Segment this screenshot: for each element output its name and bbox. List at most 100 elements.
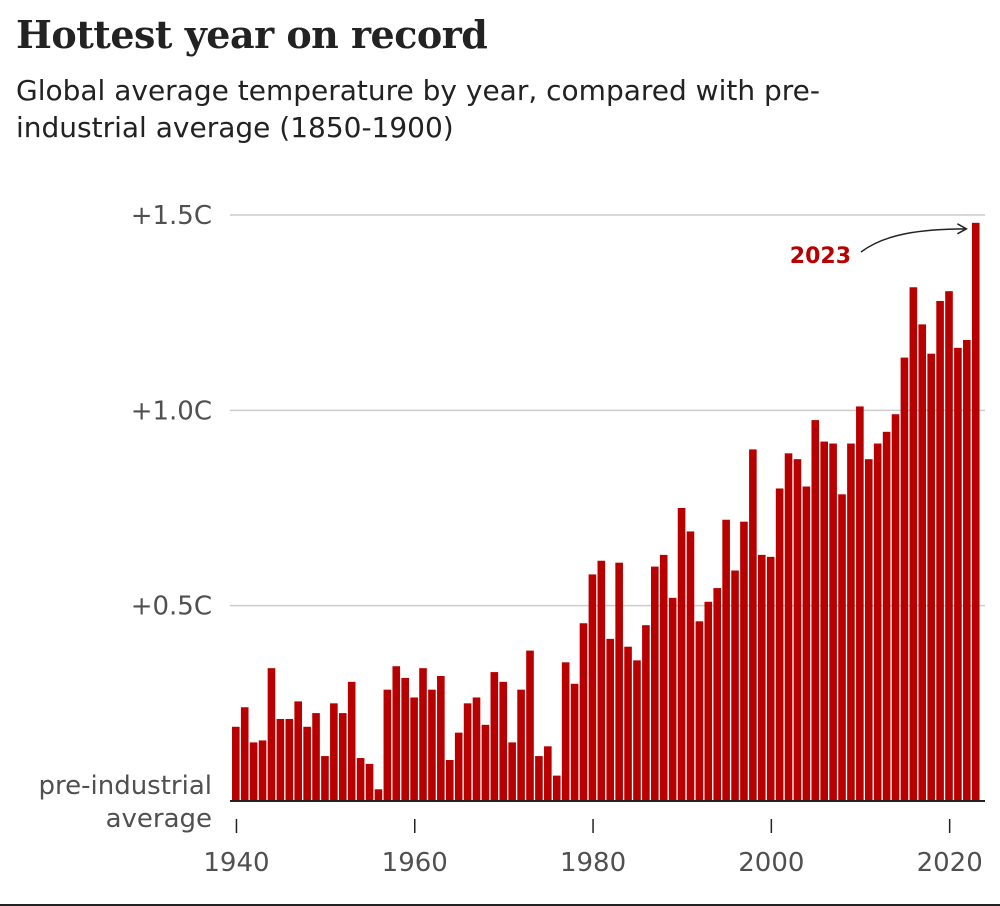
x-tick-label: 2020 <box>917 848 983 878</box>
annotation-label: 2023 <box>790 244 851 269</box>
bar <box>588 574 597 801</box>
bar <box>731 570 739 801</box>
baseline-label-line: pre-industrial <box>39 771 213 801</box>
bar <box>294 701 303 801</box>
axes <box>230 800 985 833</box>
bar <box>642 625 650 801</box>
bar <box>633 660 641 801</box>
annotation-arrowhead <box>957 223 968 235</box>
bar <box>864 459 873 801</box>
bar <box>338 713 347 801</box>
bar <box>437 675 445 801</box>
bar <box>365 763 374 801</box>
bar <box>552 775 561 801</box>
bar <box>802 486 811 801</box>
bar <box>312 713 320 801</box>
bar <box>651 566 659 801</box>
bar <box>303 726 311 801</box>
bar <box>535 756 543 801</box>
bar <box>856 406 864 801</box>
bottom-rule <box>0 904 1000 906</box>
bar <box>490 672 499 801</box>
bar <box>481 724 490 801</box>
tick-labels: +0.5C +1.0C +1.5C pre-industrial average 1940… <box>39 201 983 878</box>
bar <box>820 441 828 801</box>
bar <box>258 740 267 801</box>
bar <box>624 646 632 801</box>
bar <box>740 521 748 801</box>
bar <box>561 662 570 801</box>
bar <box>775 488 784 801</box>
bar <box>517 689 525 801</box>
bar <box>383 689 392 801</box>
bar <box>900 357 909 801</box>
bar <box>410 697 418 801</box>
bars <box>232 222 980 801</box>
bar <box>659 554 668 801</box>
bar <box>597 560 606 801</box>
bar <box>615 562 623 801</box>
bar <box>347 681 356 801</box>
baseline-label-line: average <box>106 804 212 834</box>
bar <box>695 621 704 801</box>
bar <box>526 650 534 801</box>
x-tick-label: 2000 <box>738 848 804 878</box>
bar <box>704 601 713 801</box>
bar <box>793 459 802 801</box>
bar <box>749 449 757 801</box>
bar <box>927 353 935 801</box>
bar <box>232 726 240 801</box>
bar <box>428 689 436 801</box>
x-tick-label: 1960 <box>382 848 448 878</box>
bar <box>276 718 285 801</box>
bar <box>891 414 900 801</box>
annotation-arrow <box>860 228 967 253</box>
bar <box>811 420 820 801</box>
bar <box>766 556 775 801</box>
bar <box>829 443 837 801</box>
chart-title: Hottest year on record <box>16 12 488 57</box>
bar <box>606 638 615 801</box>
bar <box>838 494 846 801</box>
y-tick-label: +0.5C <box>131 592 212 622</box>
bar <box>918 324 927 801</box>
bar <box>419 668 427 801</box>
bar <box>784 453 793 801</box>
bar <box>882 431 891 801</box>
bar <box>374 789 383 801</box>
bar <box>321 756 329 801</box>
baseline-label: pre-industrial average <box>39 771 213 834</box>
y-tick-label: +1.5C <box>131 201 212 231</box>
bar <box>401 677 409 801</box>
bar <box>971 222 980 801</box>
annotation: 2023 <box>790 223 968 269</box>
bar <box>463 703 472 801</box>
chart-subtitle: Global average temperature by year, comp… <box>16 74 820 144</box>
bar <box>454 732 463 801</box>
bar <box>936 300 944 801</box>
bar <box>392 666 401 801</box>
bar <box>757 554 766 801</box>
bar <box>570 683 579 801</box>
bar <box>472 697 481 801</box>
bar <box>686 531 695 801</box>
bar <box>285 718 294 801</box>
y-tick-label: +1.0C <box>131 396 212 426</box>
x-tick-label: 1980 <box>560 848 626 878</box>
bar <box>722 519 730 801</box>
bar <box>579 623 588 801</box>
x-tick-label: 1940 <box>203 848 269 878</box>
bar <box>945 291 953 801</box>
bar <box>677 508 686 801</box>
bar <box>249 742 258 801</box>
bar <box>508 742 516 801</box>
bar <box>499 681 508 801</box>
bar <box>713 588 722 801</box>
bar <box>909 287 918 801</box>
bar <box>847 443 855 801</box>
bar <box>240 707 249 801</box>
bar <box>544 746 552 801</box>
bar <box>963 340 971 801</box>
bar <box>330 703 338 801</box>
